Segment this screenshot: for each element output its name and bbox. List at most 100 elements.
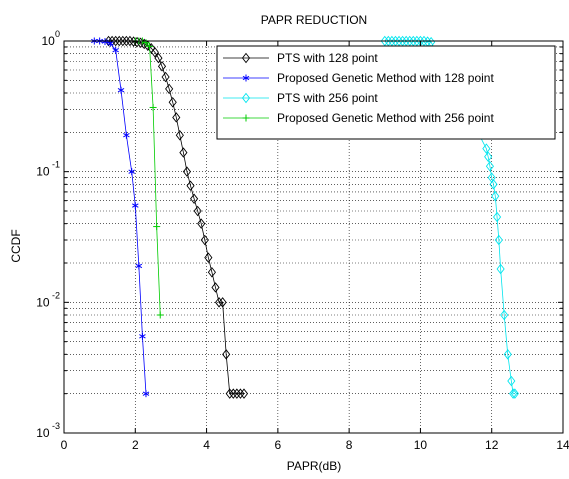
series-layer: [91, 35, 519, 399]
data-point: [239, 388, 249, 399]
chart-title: PAPR REDUCTION: [261, 13, 367, 27]
data-point: [175, 130, 184, 141]
data-point: [172, 112, 181, 123]
data-point: [492, 211, 502, 223]
legend-label: Proposed Genetic Method with 256 point: [277, 111, 494, 125]
data-point: [485, 161, 495, 172]
data-point: [142, 390, 150, 398]
data-point: [104, 35, 113, 47]
data-point: [510, 388, 519, 399]
legend-entry: PTS with 256 point: [223, 91, 378, 105]
x-tick-label: 6: [275, 438, 282, 452]
y-tick-label-exponent: 0: [55, 29, 60, 39]
legend-label: PTS with 256 point: [277, 91, 378, 105]
data-point: [101, 38, 109, 46]
y-tick-label-base: 10: [36, 426, 50, 440]
legend-box: [216, 45, 556, 140]
legend-entry: Proposed Genetic Method with 256 point: [223, 111, 494, 125]
x-axis-label: PAPR(dB): [287, 459, 341, 473]
data-point: [211, 282, 220, 293]
data-point: [509, 388, 518, 399]
data-point: [129, 36, 138, 47]
legend-entry: PTS with 128 point: [223, 51, 378, 65]
y-axis-label: CCDF: [9, 229, 23, 262]
data-point: [150, 47, 159, 58]
legend-label: PTS with 128 point: [277, 51, 378, 65]
legend-marker: [242, 74, 250, 82]
data-point: [165, 83, 174, 95]
data-point: [115, 35, 124, 47]
data-point: [507, 375, 516, 387]
data-point: [154, 52, 163, 64]
x-tick-label: 8: [346, 438, 353, 452]
data-point: [149, 103, 157, 111]
data-point: [122, 35, 131, 47]
data-point: [118, 35, 127, 47]
data-point: [503, 349, 512, 360]
data-point: [153, 223, 161, 231]
data-point: [128, 168, 136, 176]
x-tick-label: 0: [61, 438, 68, 452]
y-tick-label: 010: [41, 29, 60, 48]
legend-marker: [241, 92, 251, 104]
data-point: [494, 234, 503, 246]
y-tick-label: -210: [36, 290, 60, 309]
data-point: [207, 266, 216, 278]
x-tick-label: 10: [414, 438, 428, 452]
data-point: [156, 311, 164, 319]
y-tick-label: -110: [36, 160, 60, 179]
data-point: [214, 297, 224, 308]
data-point: [218, 297, 227, 308]
data-point: [236, 388, 245, 399]
data-point: [146, 42, 154, 50]
y-tick-label-exponent: -2: [52, 290, 60, 300]
data-point: [496, 263, 505, 275]
data-point: [132, 202, 139, 210]
data-point: [143, 40, 152, 51]
data-point: [489, 179, 498, 190]
data-point: [222, 349, 231, 360]
x-tick-label: 14: [556, 438, 569, 452]
data-point: [161, 71, 170, 83]
data-point: [135, 262, 143, 270]
plot-border: [63, 40, 564, 434]
x-tick-label: 4: [203, 438, 210, 452]
data-point: [168, 96, 177, 108]
data-point: [139, 332, 146, 340]
legend-entry: Proposed Genetic Method with 128 point: [223, 71, 494, 85]
y-tick-label-exponent: -1: [52, 160, 60, 170]
data-point: [193, 205, 202, 217]
y-tick-label: -310: [36, 421, 60, 440]
tick-marks: [63, 41, 564, 434]
data-point: [200, 234, 209, 246]
data-point: [232, 388, 241, 399]
data-point: [491, 190, 500, 202]
data-point: [142, 39, 150, 47]
data-point: [190, 193, 199, 205]
data-point: [225, 388, 234, 399]
x-tick-labels: 0 2 4 6 8 10 12 14: [61, 438, 569, 452]
data-point: [484, 151, 493, 163]
y-tick-label-base: 10: [36, 295, 50, 309]
data-point: [204, 252, 213, 263]
data-point: [123, 131, 130, 139]
data-point: [186, 180, 195, 191]
y-tick-label-base: 10: [41, 34, 55, 48]
data-point: [482, 143, 491, 154]
x-tick-label: 2: [132, 438, 139, 452]
data-point: [197, 218, 206, 229]
y-tick-label-base: 10: [36, 165, 50, 179]
x-tick-label: 12: [485, 438, 499, 452]
legend-marker: [241, 52, 251, 64]
data-point: [112, 46, 119, 54]
data-point: [182, 166, 192, 177]
data-point: [117, 86, 125, 94]
data-point: [500, 309, 509, 321]
data-point: [125, 35, 135, 47]
data-point: [157, 61, 167, 72]
data-point: [229, 388, 238, 399]
legend: PTS with 128 point Proposed Genetic Metho…: [216, 45, 556, 140]
